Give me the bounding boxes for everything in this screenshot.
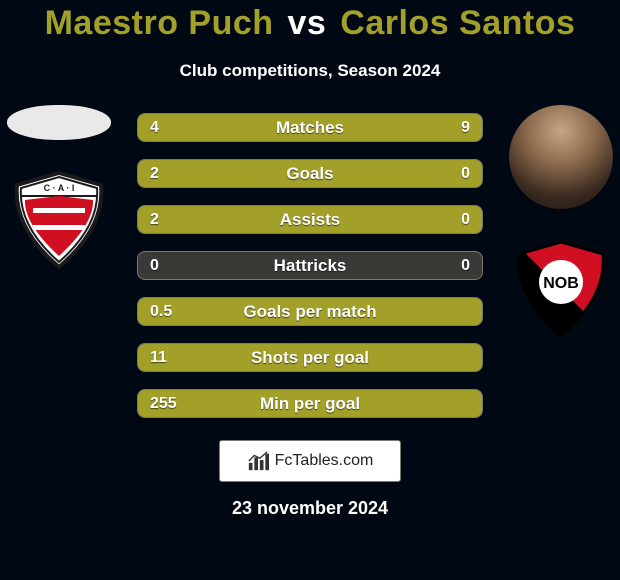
fctables-watermark: FcTables.com (219, 440, 401, 482)
fctables-chart-icon (247, 450, 269, 472)
right-player-column: NOB (506, 105, 616, 339)
player2-club-badge: NOB (511, 239, 611, 339)
stat-value-left: 4 (150, 119, 159, 137)
stat-label: Min per goal (260, 394, 360, 414)
stats-rows: 4 9 Matches 2 0 Goals 2 0 Assists 0 0 Hattricks 0.5 G… (137, 113, 483, 418)
player2-name: Carlos Santos (340, 4, 575, 42)
date-stamp: 23 november 2024 (232, 498, 388, 519)
stat-row: 11 Shots per goal (137, 343, 483, 372)
stat-value-left: 11 (150, 349, 167, 367)
left-player-column: C · A · I (4, 105, 114, 270)
stat-row: 4 9 Matches (137, 113, 483, 142)
stat-value-left: 0 (150, 257, 159, 275)
stat-value-right: 0 (461, 211, 470, 229)
svg-text:NOB: NOB (543, 275, 579, 292)
stat-value-left: 255 (150, 395, 177, 413)
stat-value-right: 0 (461, 257, 470, 275)
player1-club-badge: C · A · I (9, 170, 109, 270)
stat-label: Shots per goal (251, 348, 369, 368)
stat-row: 0 0 Hattricks (137, 251, 483, 280)
stat-value-left: 2 (150, 165, 159, 183)
player1-avatar (7, 105, 111, 140)
subtitle: Club competitions, Season 2024 (0, 61, 620, 81)
stat-value-right: 9 (461, 119, 470, 137)
stat-row: 2 0 Goals (137, 159, 483, 188)
stat-label: Goals per match (243, 302, 376, 322)
stat-row: 2 0 Assists (137, 205, 483, 234)
title-vs: vs (288, 4, 327, 42)
stat-label: Hattricks (274, 256, 347, 276)
svg-text:C · A · I: C · A · I (44, 183, 75, 193)
stat-row: 255 Min per goal (137, 389, 483, 418)
stat-row: 0.5 Goals per match (137, 297, 483, 326)
comparison-title: Maestro Puch vs Carlos Santos (0, 0, 620, 43)
stat-label: Assists (280, 210, 340, 230)
stat-value-right: 0 (461, 165, 470, 183)
player1-name: Maestro Puch (45, 4, 274, 42)
player2-avatar (509, 105, 613, 209)
watermark-text: FcTables.com (275, 452, 374, 470)
stat-label: Goals (286, 164, 333, 184)
stat-label: Matches (276, 118, 344, 138)
stat-value-left: 0.5 (150, 303, 172, 321)
stat-value-left: 2 (150, 211, 159, 229)
stats-area: C · A · I (0, 113, 620, 433)
